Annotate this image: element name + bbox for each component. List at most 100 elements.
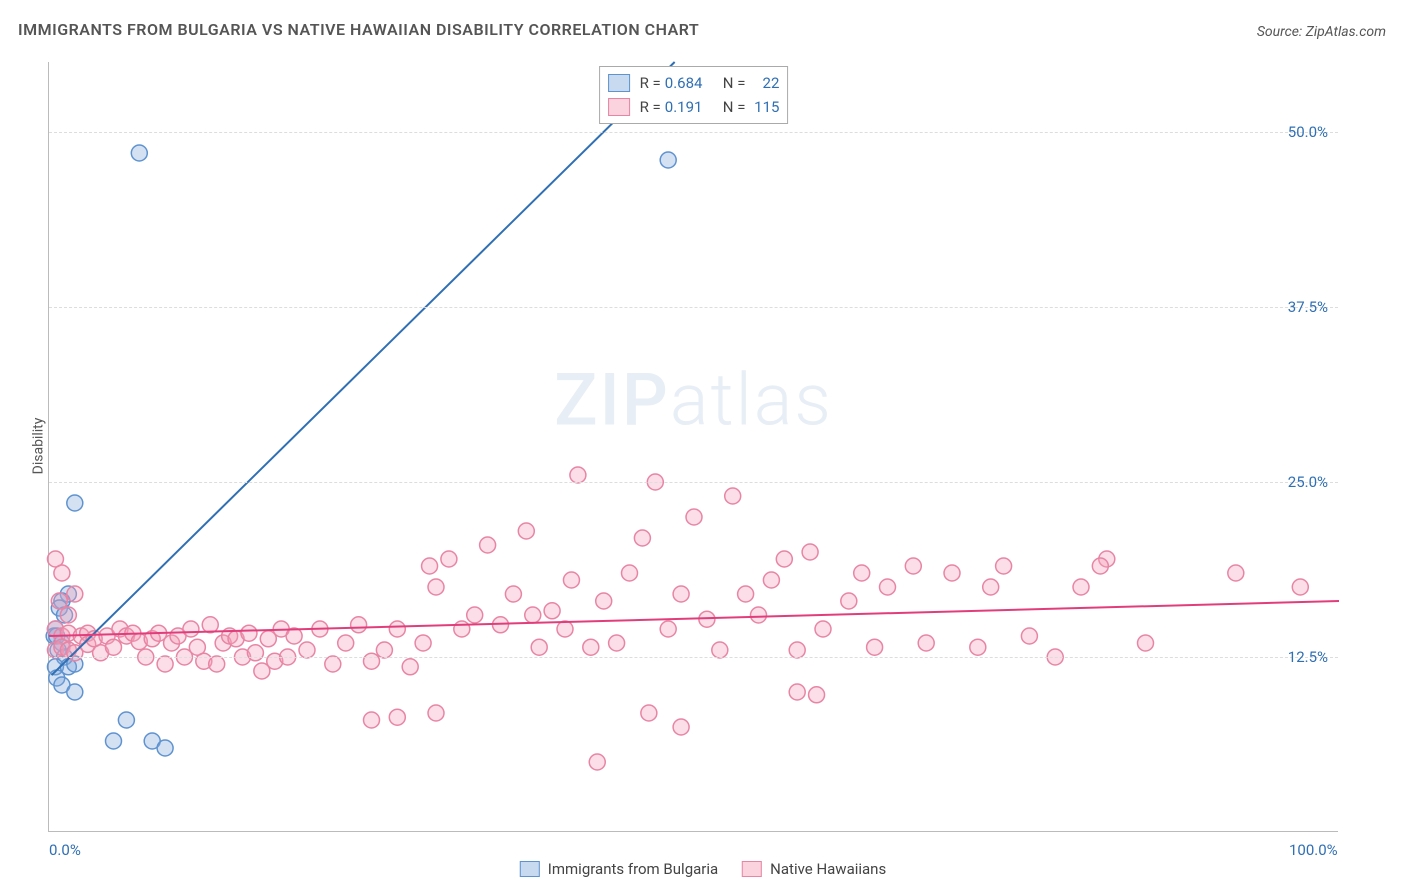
y-tick-label: 50.0% — [1288, 123, 1328, 141]
data-point — [673, 719, 689, 735]
r-value-2: 0.191 — [665, 98, 713, 116]
data-point — [809, 687, 825, 703]
data-point — [467, 607, 483, 623]
data-point — [51, 593, 67, 609]
data-point — [106, 733, 122, 749]
data-point — [1292, 579, 1308, 595]
regression-line — [49, 601, 1339, 636]
data-point — [563, 572, 579, 588]
data-point — [609, 635, 625, 651]
data-point — [944, 565, 960, 581]
data-point — [996, 558, 1012, 574]
gridline-h — [49, 132, 1338, 133]
data-point — [67, 586, 83, 602]
data-point — [776, 551, 792, 567]
swatch-pink — [608, 98, 630, 116]
data-point — [673, 586, 689, 602]
data-point — [118, 712, 134, 728]
data-point — [325, 656, 341, 672]
data-point — [589, 754, 605, 770]
data-point — [570, 467, 586, 483]
data-point — [157, 656, 173, 672]
data-point — [157, 740, 173, 756]
data-point — [544, 603, 560, 619]
source-label: Source: ZipAtlas.com — [1257, 24, 1386, 40]
data-point — [518, 523, 534, 539]
data-point — [1228, 565, 1244, 581]
data-point — [422, 558, 438, 574]
data-point — [557, 621, 573, 637]
data-point — [364, 653, 380, 669]
data-point — [67, 684, 83, 700]
data-point — [525, 607, 541, 623]
data-point — [441, 551, 457, 567]
data-point — [54, 565, 70, 581]
legend-item-2: Native Hawaiians — [742, 860, 886, 878]
r-value-1: 0.684 — [665, 74, 713, 92]
data-point — [351, 617, 367, 633]
data-point — [1073, 579, 1089, 595]
gridline-h — [49, 482, 1338, 483]
swatch-blue-icon — [520, 861, 540, 877]
chart-plot-area: ZIPatlas R = 0.684 N = 22 R = 0.191 N = … — [48, 62, 1338, 832]
data-point — [60, 607, 76, 623]
legend-label-1: Immigrants from Bulgaria — [548, 860, 718, 878]
data-point — [854, 565, 870, 581]
data-point — [338, 635, 354, 651]
data-point — [183, 621, 199, 637]
data-point — [1138, 635, 1154, 651]
data-point — [428, 705, 444, 721]
data-point — [660, 152, 676, 168]
data-point — [202, 617, 218, 633]
data-point — [686, 509, 702, 525]
y-tick-label: 12.5% — [1288, 648, 1328, 666]
legend-item-1: Immigrants from Bulgaria — [520, 860, 718, 878]
data-point — [789, 684, 805, 700]
data-point — [815, 621, 831, 637]
data-point — [67, 495, 83, 511]
y-tick-label: 25.0% — [1288, 473, 1328, 491]
data-point — [841, 593, 857, 609]
n-value-2: 115 — [749, 98, 779, 116]
data-point — [641, 705, 657, 721]
data-point — [131, 145, 147, 161]
gridline-h — [49, 307, 1338, 308]
data-point — [389, 709, 405, 725]
y-tick-label: 37.5% — [1288, 298, 1328, 316]
x-tick-label: 100.0% — [1289, 841, 1338, 859]
data-point — [712, 642, 728, 658]
data-point — [660, 621, 676, 637]
swatch-blue — [608, 74, 630, 92]
data-point — [983, 579, 999, 595]
data-point — [389, 621, 405, 637]
y-axis-label: Disability — [30, 418, 46, 475]
legend-row-series-2: R = 0.191 N = 115 — [608, 95, 780, 119]
data-point — [880, 579, 896, 595]
legend-row-series-1: R = 0.684 N = 22 — [608, 71, 780, 95]
data-point — [634, 530, 650, 546]
data-point — [480, 537, 496, 553]
data-point — [596, 593, 612, 609]
data-point — [106, 639, 122, 655]
data-point — [209, 656, 225, 672]
data-point — [454, 621, 470, 637]
data-point — [1021, 628, 1037, 644]
legend-label-2: Native Hawaiians — [770, 860, 886, 878]
data-point — [402, 659, 418, 675]
data-point — [531, 639, 547, 655]
swatch-pink-icon — [742, 861, 762, 877]
data-point — [970, 639, 986, 655]
data-point — [867, 639, 883, 655]
data-point — [241, 625, 257, 641]
data-point — [299, 642, 315, 658]
data-point — [789, 642, 805, 658]
n-value-1: 22 — [749, 74, 779, 92]
data-point — [738, 586, 754, 602]
data-point — [428, 579, 444, 595]
gridline-h — [49, 657, 1338, 658]
data-point — [376, 642, 392, 658]
data-point — [1092, 558, 1108, 574]
data-point — [505, 586, 521, 602]
chart-title: IMMIGRANTS FROM BULGARIA VS NATIVE HAWAI… — [18, 20, 699, 39]
data-point — [247, 645, 263, 661]
